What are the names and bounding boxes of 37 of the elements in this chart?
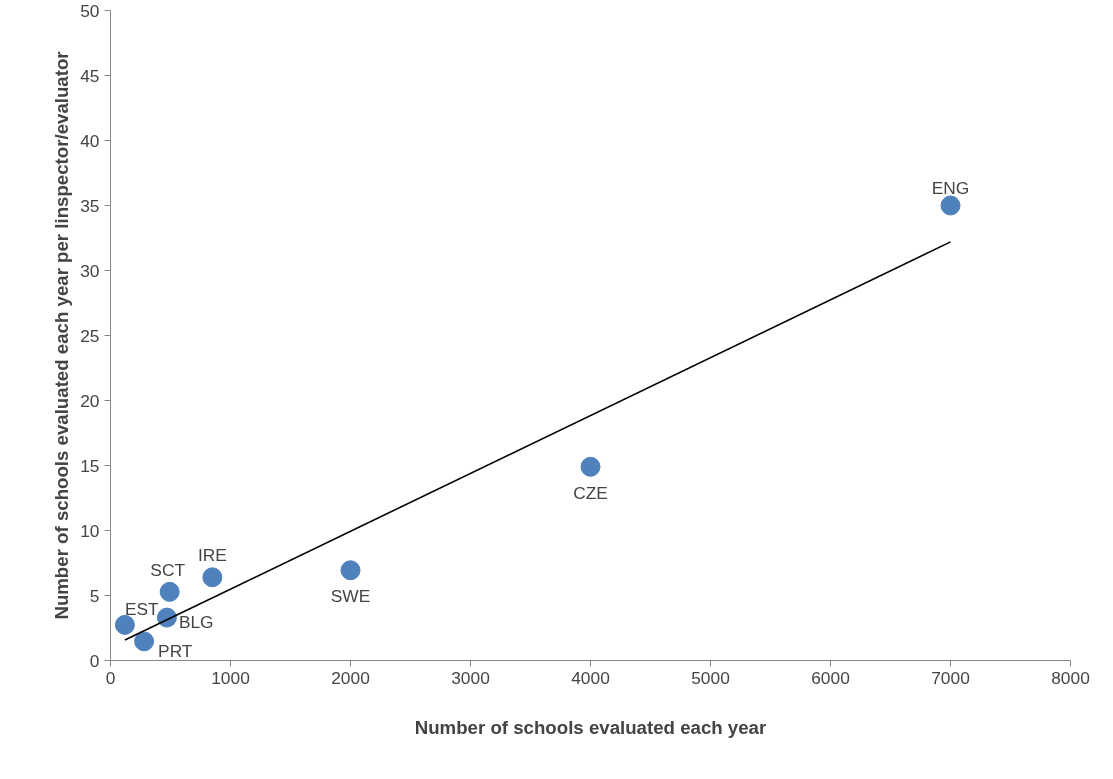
x-tick-label: 7000 [931, 667, 970, 688]
annotation: BLG [178, 611, 214, 632]
x-tick-label: 5000 [691, 667, 730, 688]
point [580, 456, 601, 477]
y-tick-label: 50 [80, 0, 100, 21]
point [134, 631, 155, 652]
y-tick-label: 45 [80, 65, 100, 86]
point [114, 614, 135, 635]
annotation: PRT [158, 641, 193, 662]
y-tick-label: 20 [80, 390, 100, 411]
y-tick-label: 0 [89, 650, 100, 671]
y-tick-label: 5 [89, 585, 100, 606]
y-tick-label: 25 [80, 325, 100, 346]
point [202, 567, 223, 588]
y-tick-label: 40 [80, 130, 100, 151]
y-tick-label: 35 [80, 195, 100, 216]
x-tick-label: 6000 [811, 667, 850, 688]
point [940, 195, 961, 216]
point [340, 560, 361, 581]
annotation: ENG [931, 177, 970, 198]
x-tick-label: 2000 [331, 667, 370, 688]
y-tick-label: 10 [80, 520, 100, 541]
y-tick-label: 15 [80, 455, 100, 476]
x-tick-label: 4000 [571, 667, 610, 688]
y-tick-label: 30 [80, 260, 100, 281]
annotation: CZE [573, 482, 608, 503]
x-tick-label: 0 [105, 667, 116, 688]
point [159, 581, 180, 602]
x-tick-label: 3000 [451, 667, 490, 688]
annotation: EST [124, 598, 160, 619]
x-tick-label: 8000 [1051, 667, 1090, 688]
annotation: IRE [197, 545, 227, 566]
annotation: SCT [150, 559, 186, 580]
annotation: SWE [330, 586, 371, 607]
y-axis-title: Number of schools evaluated each year per linspector/evaluator [51, 51, 73, 620]
x-tick-label: 1000 [211, 667, 250, 688]
x-axis-title: Number of schools evaluated each year [414, 716, 767, 738]
